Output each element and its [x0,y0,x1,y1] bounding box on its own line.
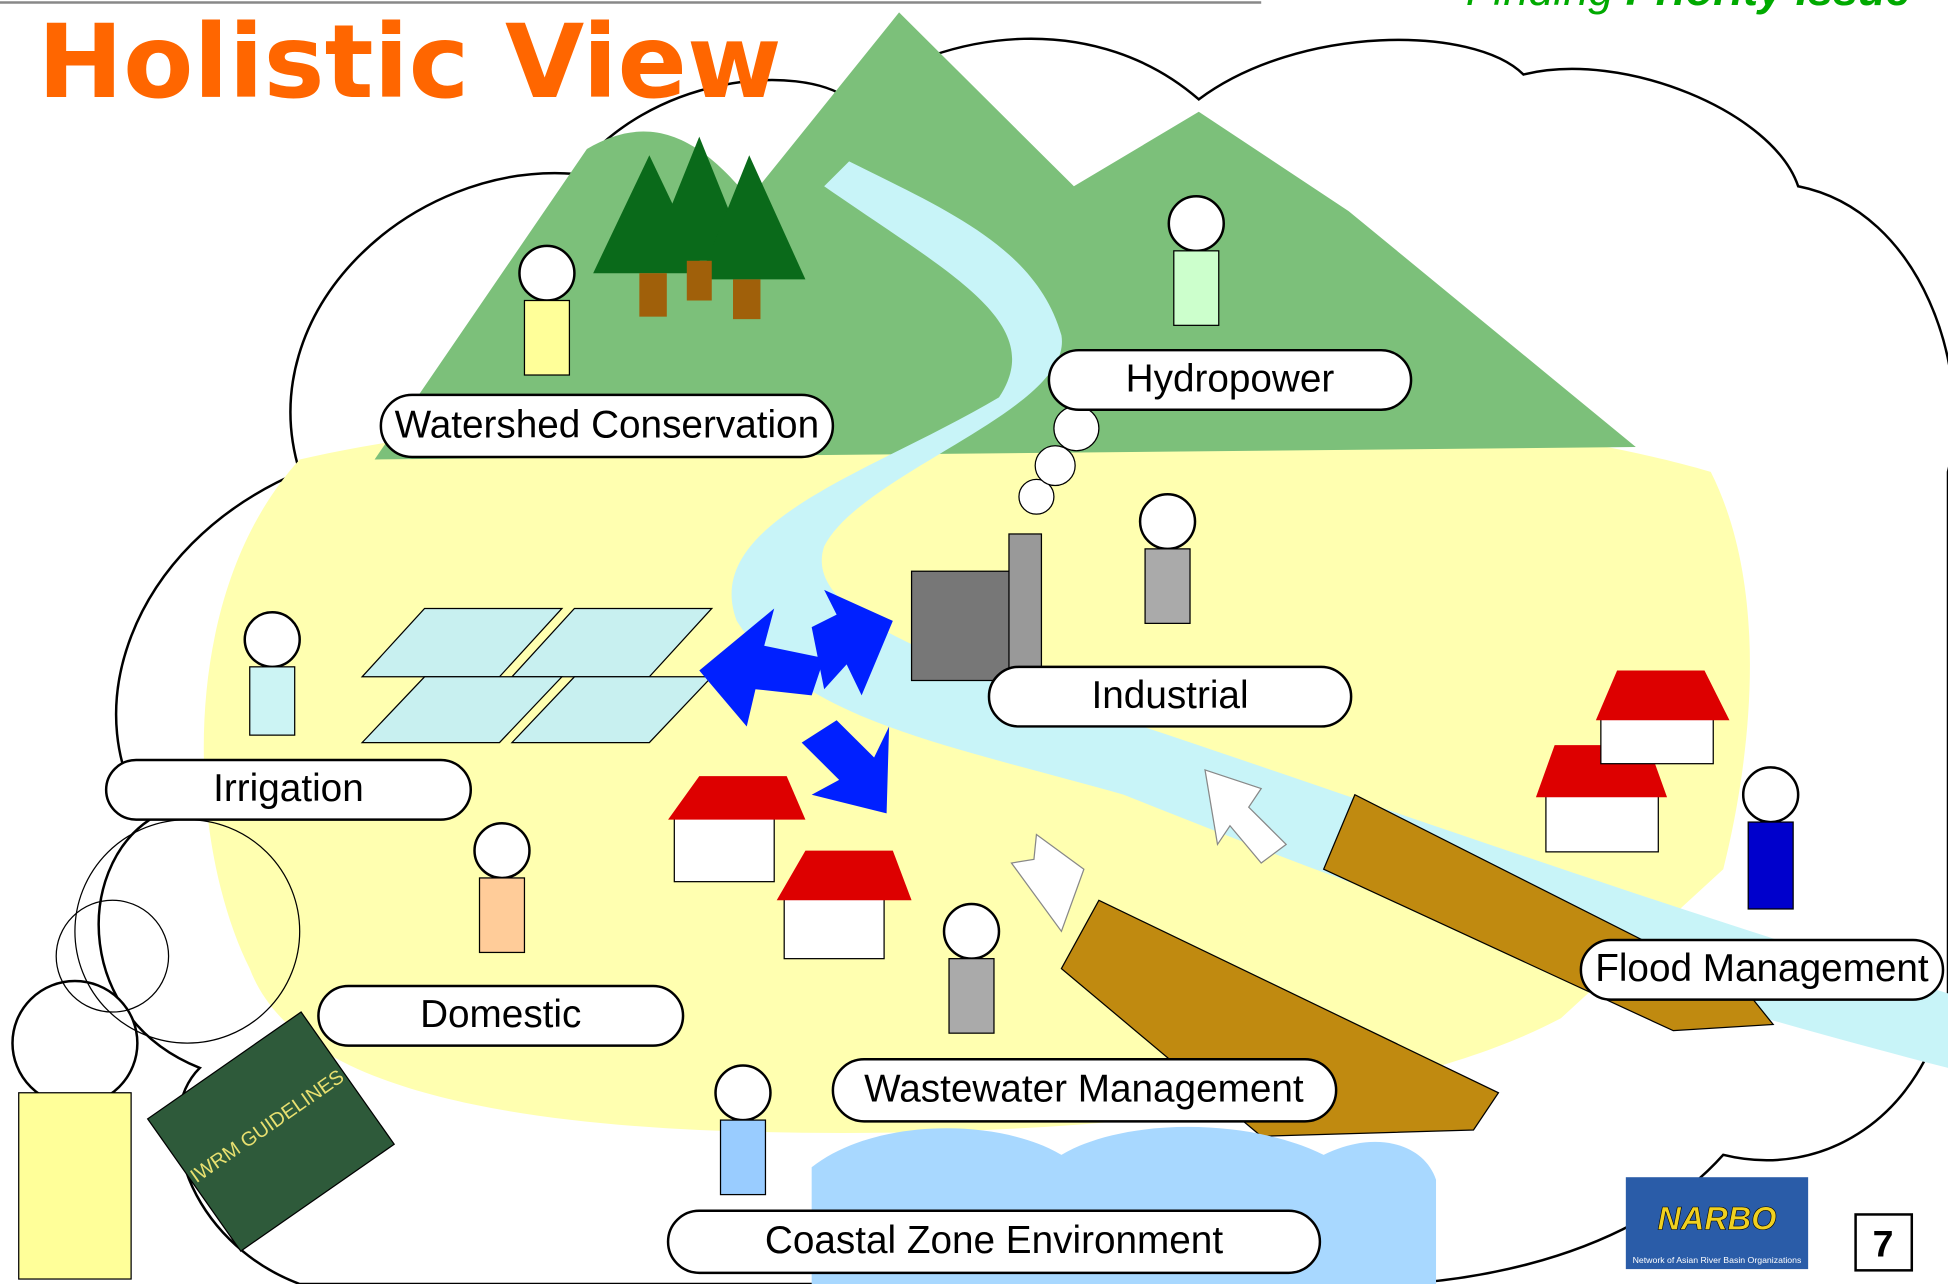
sector-label: Industrial [989,667,1351,727]
slide-subtitle: Finding Priority Issue [1466,0,1911,15]
slide: IWRM GUIDELINES Holistic View Finding Pr… [0,0,1948,1284]
subtitle-emphasis: Priority Issue [1626,0,1911,15]
sector-label: Hydropower [1049,350,1411,410]
label-text: Coastal Zone Environment [765,1219,1223,1262]
slide-title: Holistic View [37,3,781,122]
label-text: Flood Management [1595,947,1929,990]
logo-caption: Network of Asian River Basin Organizatio… [1633,1255,1802,1265]
label-text: Industrial [1092,674,1249,717]
logo-name: NARBO [1657,1200,1776,1236]
page-number: 7 [1873,1223,1894,1265]
label-text: Irrigation [213,767,364,810]
label-text: Watershed Conservation [395,403,819,446]
sector-label: Domestic [318,986,683,1046]
label-text: Hydropower [1126,357,1335,400]
label-text: Domestic [420,993,581,1036]
sector-label: Coastal Zone Environment [668,1211,1320,1273]
sector-label: Flood Management [1581,940,1943,1000]
sector-label: Wastewater Management [833,1059,1336,1121]
sector-label: Irrigation [106,760,471,820]
label-text: Wastewater Management [864,1068,1304,1111]
logo: NARBO Network of Asian River Basin Organ… [1626,1177,1808,1269]
sector-label: Watershed Conservation [381,395,833,457]
subtitle-prefix: Finding [1466,0,1613,15]
